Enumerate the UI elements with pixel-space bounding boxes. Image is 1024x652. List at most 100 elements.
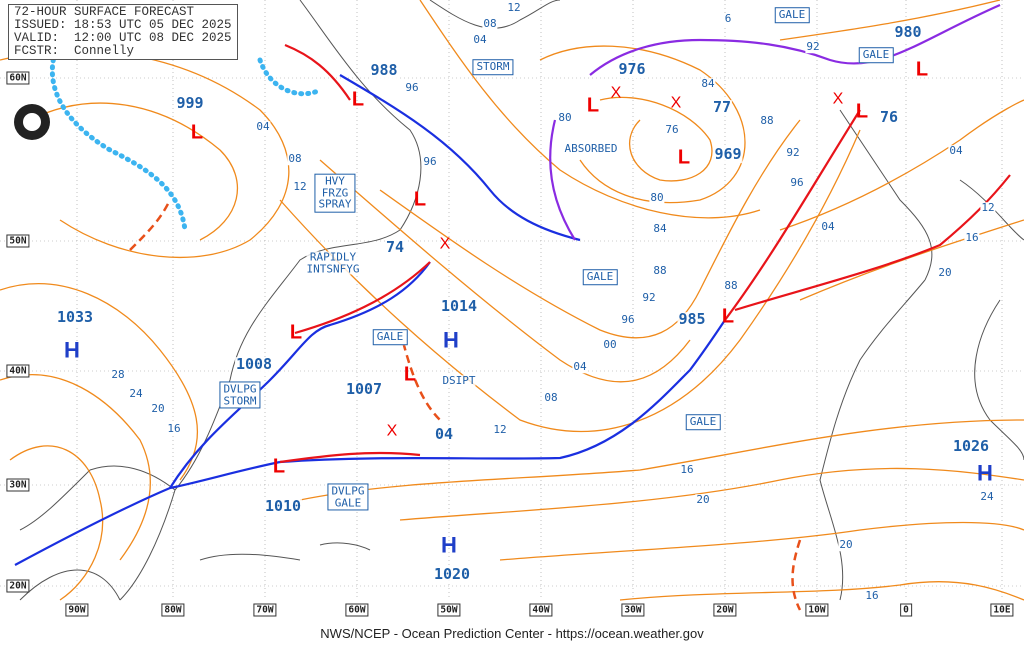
stationary-front <box>734 174 1011 312</box>
forecast-position-marker: X <box>439 235 451 253</box>
isobar-line <box>499 521 1024 561</box>
isobar-label: 04 <box>472 33 488 47</box>
low-pressure-center: L <box>351 88 365 111</box>
pressure-value: 1007 <box>344 380 384 399</box>
isobar-line <box>29 102 239 241</box>
isobar-line <box>599 96 713 182</box>
cold-front <box>14 460 281 566</box>
high-pressure-center: H <box>443 327 459 353</box>
occluded-front <box>589 3 1001 76</box>
issued-time: ISSUED: 18:53 UTC 05 DEC 2025 <box>14 18 232 32</box>
forecast-position-marker: X <box>832 90 844 108</box>
isobar-label: 92 <box>641 291 657 305</box>
coastline <box>19 569 121 601</box>
pressure-value: 988 <box>369 61 399 80</box>
pressure-value: 1008 <box>234 355 274 374</box>
pressure-value: 980 <box>893 23 923 42</box>
latitude-label: 20N <box>6 579 30 593</box>
warning-label: STORM <box>472 59 514 75</box>
pressure-value: 77 <box>711 98 733 117</box>
isobar-line <box>399 467 1024 521</box>
isobar-label: 92 <box>805 40 821 54</box>
isobar-label: 96 <box>789 176 805 190</box>
isobar-line <box>379 119 801 339</box>
low-pressure-center: L <box>721 305 735 328</box>
forecast-title: 72-HOUR SURFACE FORECAST <box>14 5 195 19</box>
annotation-label: ABSORBED <box>564 142 618 156</box>
isobar-line <box>0 374 152 561</box>
isobar-label: 88 <box>759 114 775 128</box>
isobar-label: 24 <box>979 490 995 504</box>
low-pressure-center: L <box>413 188 427 211</box>
isobar-label: 04 <box>255 120 271 134</box>
pressure-value: 1033 <box>55 308 95 327</box>
low-pressure-center: L <box>403 363 417 386</box>
footer-credit[interactable]: NWS/NCEP - Ocean Prediction Center - htt… <box>320 626 704 641</box>
longitude-label: 70W <box>253 603 277 617</box>
longitude-label: 50W <box>437 603 461 617</box>
warm-front <box>294 261 431 335</box>
isobar-line <box>0 49 290 259</box>
occluded-front <box>549 119 576 241</box>
trough <box>398 329 441 421</box>
isobar-label: 20 <box>838 538 854 552</box>
warning-label: DVLPG STORM <box>219 381 261 409</box>
longitude-label: 10W <box>805 603 829 617</box>
cold-front <box>169 261 431 489</box>
isobar-label: 12 <box>506 1 522 15</box>
warning-label: GALE <box>372 329 408 345</box>
pressure-value: 74 <box>384 238 406 257</box>
pressure-value: 985 <box>677 310 707 329</box>
isobar-label: 20 <box>695 493 711 507</box>
forecaster: FCSTR: Connelly <box>14 44 135 58</box>
isobar-label: 84 <box>652 222 668 236</box>
isobar-line <box>419 0 761 219</box>
low-pressure-center: L <box>586 94 600 117</box>
longitude-label: 10E <box>990 603 1014 617</box>
isobar-label: 24 <box>128 387 144 401</box>
forecast-position-marker: X <box>670 94 682 112</box>
coastline <box>199 553 301 561</box>
pressure-value: 1026 <box>951 437 991 456</box>
isobar-label: 08 <box>287 152 303 166</box>
coastline <box>959 179 1024 241</box>
cold-front <box>339 74 581 242</box>
isobar-label: 08 <box>482 17 498 31</box>
pressure-value: 1014 <box>439 297 479 316</box>
coastline <box>19 465 176 531</box>
longitude-label: 40W <box>529 603 553 617</box>
warm-front <box>279 451 421 464</box>
longitude-label: 0 <box>900 603 912 617</box>
isobar-label: 80 <box>649 191 665 205</box>
isobar-label: 04 <box>820 220 836 234</box>
isobar-label: 84 <box>700 77 716 91</box>
isobar-label: 08 <box>543 391 559 405</box>
isobar-label: 04 <box>948 144 964 158</box>
isobar-label: 12 <box>292 180 308 194</box>
isobar-label: 00 <box>602 338 618 352</box>
low-pressure-center: L <box>190 121 204 144</box>
isobar-label: 88 <box>723 279 739 293</box>
isobar-label: 12 <box>980 201 996 215</box>
coastline <box>429 0 561 29</box>
warning-label: GALE <box>582 269 618 285</box>
isobar-label: 20 <box>937 266 953 280</box>
stationary-front <box>279 319 726 464</box>
annotation-label: DSIPT <box>442 374 476 388</box>
low-pressure-center: L <box>915 58 929 81</box>
longitude-label: 80W <box>161 603 185 617</box>
warm-front <box>724 109 861 321</box>
warm-front <box>284 43 351 101</box>
isobar-label: 92 <box>785 146 801 160</box>
latitude-label: 50N <box>6 234 30 248</box>
trough <box>791 539 802 611</box>
coastline <box>974 299 1024 461</box>
valid-time: VALID: 12:00 UTC 08 DEC 2025 <box>14 31 232 45</box>
isobar-line <box>539 45 746 204</box>
low-pressure-center: L <box>289 321 303 344</box>
isobar-label: 16 <box>964 231 980 245</box>
forecast-header: 72-HOUR SURFACE FORECAST ISSUED: 18:53 UT… <box>8 4 238 60</box>
ice-edge <box>257 57 323 97</box>
annotation-label: RAPIDLY INTSNFYG <box>306 250 360 275</box>
